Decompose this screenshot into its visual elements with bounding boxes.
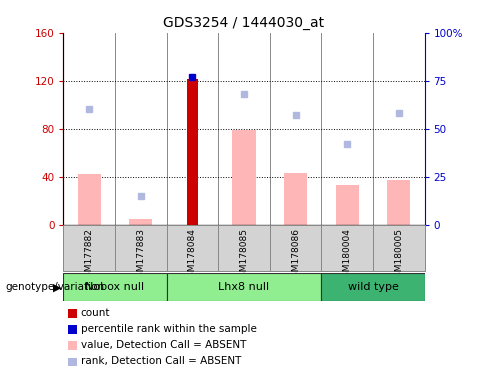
Text: GSM178086: GSM178086 bbox=[291, 228, 300, 283]
Text: GSM178084: GSM178084 bbox=[188, 228, 197, 283]
Title: GDS3254 / 1444030_at: GDS3254 / 1444030_at bbox=[163, 16, 325, 30]
Text: value, Detection Call = ABSENT: value, Detection Call = ABSENT bbox=[81, 340, 246, 350]
Text: GSM178085: GSM178085 bbox=[240, 228, 248, 283]
Bar bbox=[232, 130, 256, 225]
Text: GSM180005: GSM180005 bbox=[394, 228, 403, 283]
Bar bbox=[78, 174, 101, 225]
Bar bbox=[270, 225, 322, 271]
Text: percentile rank within the sample: percentile rank within the sample bbox=[81, 324, 256, 334]
Text: GSM177882: GSM177882 bbox=[85, 228, 94, 283]
Bar bbox=[336, 185, 359, 225]
Text: GSM177883: GSM177883 bbox=[136, 228, 145, 283]
Bar bbox=[218, 225, 270, 271]
Bar bbox=[322, 273, 425, 301]
Text: ▶: ▶ bbox=[53, 282, 61, 292]
Bar bbox=[387, 180, 410, 225]
Bar bbox=[166, 225, 218, 271]
Bar bbox=[63, 225, 115, 271]
Text: rank, Detection Call = ABSENT: rank, Detection Call = ABSENT bbox=[81, 356, 241, 366]
Bar bbox=[284, 173, 307, 225]
Text: wild type: wild type bbox=[347, 282, 398, 292]
Bar bbox=[166, 273, 322, 301]
Bar bbox=[187, 79, 198, 225]
Bar bbox=[129, 218, 152, 225]
Text: genotype/variation: genotype/variation bbox=[5, 282, 104, 292]
Bar bbox=[115, 225, 166, 271]
Text: count: count bbox=[81, 308, 110, 318]
Bar bbox=[322, 225, 373, 271]
Text: GSM180004: GSM180004 bbox=[343, 228, 352, 283]
Bar bbox=[373, 225, 425, 271]
Text: Nobox null: Nobox null bbox=[85, 282, 144, 292]
Bar bbox=[63, 273, 166, 301]
Text: Lhx8 null: Lhx8 null bbox=[219, 282, 269, 292]
